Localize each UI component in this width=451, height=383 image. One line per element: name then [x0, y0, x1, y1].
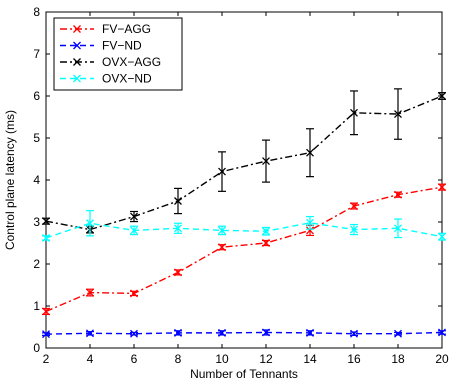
- y-tick-label: 1: [33, 299, 40, 313]
- data-point: [306, 328, 314, 337]
- data-point: [86, 329, 94, 338]
- series-2: [42, 88, 446, 234]
- data-point: [350, 225, 358, 234]
- y-tick-label: 5: [33, 131, 40, 145]
- data-point: [350, 329, 358, 338]
- data-point: [438, 232, 446, 241]
- data-point: [394, 329, 402, 338]
- data-point: [262, 157, 270, 166]
- data-point: [42, 217, 50, 226]
- data-point: [130, 289, 138, 298]
- data-point: [350, 108, 358, 117]
- legend-label: FV−ND: [102, 39, 142, 53]
- legend-label: OVX−ND: [102, 72, 152, 86]
- x-tick-label: 20: [435, 352, 449, 366]
- data-point: [394, 224, 402, 233]
- x-tick-label: 2: [43, 352, 50, 366]
- data-point: [174, 197, 182, 205]
- data-point: [438, 92, 446, 100]
- x-tick-label: 10: [215, 352, 229, 366]
- data-point: [86, 219, 94, 228]
- x-tick-label: 12: [259, 352, 273, 366]
- data-point: [218, 243, 226, 252]
- legend-label: OVX−AGG: [102, 55, 161, 69]
- x-tick-label: 16: [347, 352, 361, 366]
- data-point: [262, 239, 270, 247]
- data-point: [42, 330, 50, 339]
- x-tick-label: 8: [175, 352, 182, 366]
- data-point: [218, 167, 226, 176]
- series-3: [42, 210, 446, 242]
- data-point: [42, 307, 50, 316]
- y-tick-label: 4: [33, 173, 40, 187]
- data-point: [174, 224, 182, 233]
- data-point: [218, 328, 226, 337]
- y-tick-label: 3: [33, 215, 40, 229]
- y-tick-label: 8: [33, 5, 40, 19]
- y-axis-label: Control plane latency (ms): [3, 110, 17, 250]
- data-point: [262, 227, 270, 236]
- y-tick-label: 2: [33, 257, 40, 271]
- data-point: [394, 110, 402, 119]
- y-tick-label: 6: [33, 89, 40, 103]
- data-point: [394, 190, 402, 199]
- data-point: [130, 226, 138, 235]
- legend: FV−AGG FV−ND OVX−AGG OVX−ND: [53, 17, 183, 91]
- legend-marker: [73, 41, 81, 50]
- x-tick-label: 4: [87, 352, 94, 366]
- data-point: [262, 328, 270, 337]
- data-point: [438, 328, 446, 337]
- x-axis-label: Number of Tennants: [190, 367, 298, 381]
- data-point: [306, 218, 314, 227]
- x-tick-label: 18: [391, 352, 405, 366]
- data-point: [42, 234, 50, 242]
- data-point: [86, 288, 94, 297]
- data-point: [306, 148, 314, 157]
- data-point: [130, 212, 138, 221]
- legend-marker: [73, 74, 81, 83]
- y-tick-label: 7: [33, 47, 40, 61]
- data-point: [174, 328, 182, 337]
- data-point: [130, 329, 138, 338]
- x-tick-label: 6: [131, 352, 138, 366]
- legend-marker: [73, 25, 81, 33]
- series-1: [42, 328, 446, 339]
- series-line: [45, 186, 443, 313]
- data-point: [438, 183, 446, 192]
- series-0: [42, 183, 446, 316]
- series-line: [45, 331, 443, 335]
- legend-marker: [73, 58, 81, 66]
- x-tick-label: 14: [303, 352, 317, 366]
- data-point: [174, 268, 182, 277]
- y-tick-label: 0: [33, 341, 40, 355]
- data-point: [306, 226, 314, 235]
- series-line: [45, 222, 443, 239]
- legend-label: FV−AGG: [102, 22, 151, 36]
- series-line: [45, 95, 443, 231]
- data-point: [218, 226, 226, 235]
- data-point: [350, 202, 358, 210]
